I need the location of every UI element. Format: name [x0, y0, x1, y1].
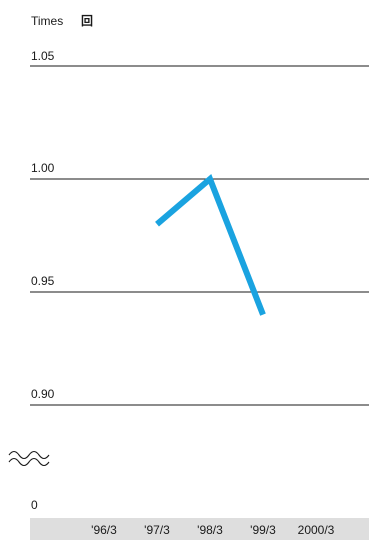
y-tick-label: 1.05 — [31, 49, 55, 63]
x-tick-label: 2000/3 — [298, 523, 335, 537]
y-tick-label: 1.00 — [31, 161, 55, 175]
x-tick-label: '97/3 — [144, 523, 170, 537]
y-tick-label: 0.95 — [31, 274, 55, 288]
x-tick-label: '98/3 — [197, 523, 223, 537]
x-tick-label: '96/3 — [91, 523, 117, 537]
y-tick-label: 0.90 — [31, 387, 55, 401]
category-axis-band — [30, 518, 369, 540]
x-tick-label: '99/3 — [250, 523, 276, 537]
y-unit-label-jp: 回 — [81, 14, 93, 28]
y-unit-label: Times — [31, 14, 63, 28]
series-line — [155, 173, 266, 316]
y-tick-label-zero: 0 — [31, 498, 38, 512]
axis-break-icon — [8, 450, 50, 467]
